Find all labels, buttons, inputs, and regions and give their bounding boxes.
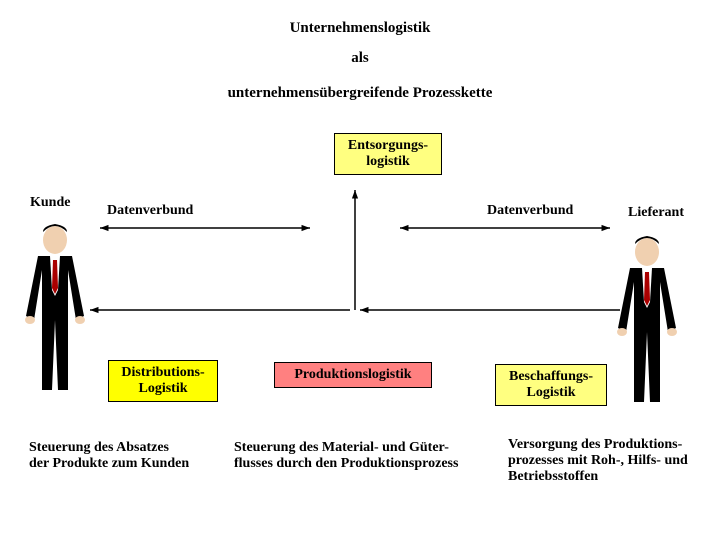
title-line1: Unternehmenslogistik: [0, 20, 720, 37]
label-lieferant: Lieferant: [628, 205, 684, 221]
arrow: [388, 216, 622, 240]
title-line2: als: [0, 50, 720, 67]
arrow: [348, 298, 632, 322]
person-kunde-icon: [18, 220, 92, 395]
box-entsorgung: Entsorgungs-logistik: [334, 133, 442, 175]
arrow: [78, 298, 362, 322]
desc-right: Versorgung des Produktions-prozesses mit…: [508, 437, 718, 485]
person-lieferant-icon: [610, 232, 684, 407]
arrow: [343, 178, 367, 322]
desc-mid: Steuerung des Material- und Güter-flusse…: [234, 440, 504, 472]
box-produktion: Produktionslogistik: [274, 362, 432, 388]
box-beschaffung: Beschaffungs-Logistik: [495, 364, 607, 406]
title-line3: unternehmensübergreifende Prozesskette: [0, 85, 720, 102]
label-kunde: Kunde: [30, 195, 70, 211]
box-distribution: Distributions-Logistik: [108, 360, 218, 402]
desc-left: Steuerung des Absatzesder Produkte zum K…: [29, 440, 229, 472]
arrow: [88, 216, 322, 240]
